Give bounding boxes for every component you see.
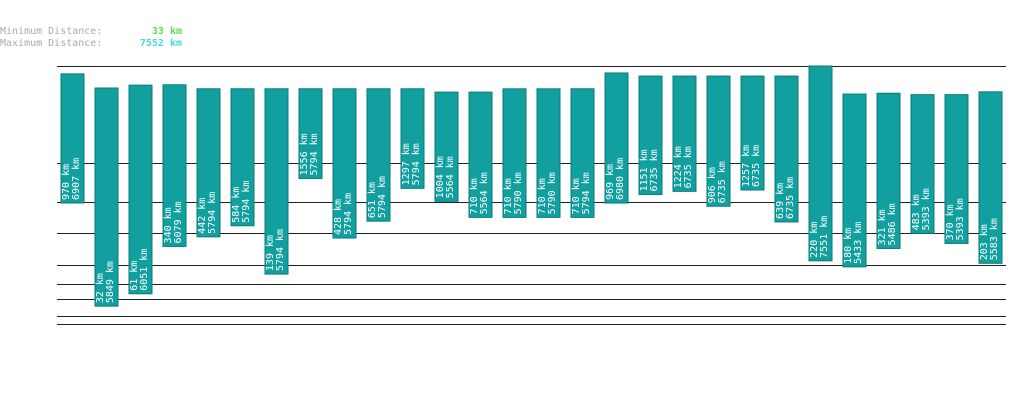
high-label: 5794 km: [377, 176, 388, 218]
bar: [876, 92, 901, 249]
low-label: 1224 km: [673, 146, 684, 188]
high-label: 5393 km: [921, 188, 932, 230]
bar: [468, 91, 493, 218]
bar: [264, 88, 289, 275]
bar: [978, 91, 1003, 264]
low-label: 710 km: [537, 178, 548, 214]
low-label: 1556 km: [299, 133, 310, 175]
high-label: 5794 km: [241, 181, 252, 223]
low-label: 61 km: [129, 261, 140, 291]
high-label: 5486 km: [887, 203, 898, 245]
bar: [502, 88, 527, 218]
low-label: 1257 km: [741, 145, 752, 187]
high-label: 6735 km: [785, 177, 796, 219]
low-label: 1151 km: [639, 149, 650, 191]
low-label: 483 km: [911, 194, 922, 230]
bar: [638, 75, 663, 196]
high-label: 5794 km: [309, 133, 320, 175]
bar: [366, 88, 391, 222]
bar: [434, 91, 459, 202]
low-label: 180 km: [843, 228, 854, 264]
low-label: 710 km: [571, 178, 582, 214]
high-label: 6051 km: [139, 249, 150, 291]
high-label: 5564 km: [479, 172, 490, 214]
low-label: 639 km: [775, 183, 786, 219]
bar: [332, 88, 357, 239]
bar: [706, 75, 731, 207]
high-label: 7551 km: [819, 216, 830, 258]
bar: [400, 88, 425, 189]
low-label: 710 km: [469, 178, 480, 214]
high-label: 5564 km: [445, 156, 456, 198]
high-label: 5794 km: [343, 193, 354, 235]
bar: [94, 87, 119, 307]
bar: [808, 65, 833, 262]
bar: [536, 88, 561, 218]
low-label: 370 km: [945, 204, 956, 240]
low-label: 970 km: [61, 164, 72, 200]
high-label: 5794 km: [275, 229, 286, 271]
bar: [944, 94, 969, 244]
low-label: 220 km: [809, 222, 820, 258]
low-label: 321 km: [877, 209, 888, 245]
high-label: 6735 km: [751, 145, 762, 187]
bar: [298, 88, 323, 179]
low-label: 32 km: [95, 273, 106, 303]
high-label: 5433 km: [853, 222, 864, 264]
high-label: 5794 km: [411, 143, 422, 185]
high-label: 5790 km: [513, 172, 524, 214]
max-label: Maximum Distance:: [0, 38, 102, 49]
low-label: 584 km: [231, 187, 242, 223]
bar: [740, 75, 765, 191]
min-value: 33 km: [152, 26, 182, 37]
bar: [128, 84, 153, 295]
bar: [604, 72, 629, 204]
high-label: 6980 km: [615, 158, 626, 200]
low-label: 442 km: [197, 198, 208, 234]
low-label: 969 km: [605, 164, 616, 200]
bar: [774, 75, 799, 223]
low-label: 1297 km: [401, 143, 412, 185]
bar: [910, 94, 935, 234]
high-label: 5790 km: [547, 172, 558, 214]
low-label: 1004 km: [435, 156, 446, 198]
high-label: 5849 km: [105, 261, 116, 303]
high-label: 5794 km: [207, 192, 218, 234]
bar: [842, 93, 867, 268]
high-label: 6735 km: [649, 149, 660, 191]
bar: [196, 88, 221, 238]
low-label: 906 km: [707, 167, 718, 203]
min-label: Minimum Distance:: [0, 26, 102, 37]
bar: [570, 88, 595, 218]
low-label: 710 km: [503, 178, 514, 214]
low-label: 428 km: [333, 199, 344, 235]
high-label: 6907 km: [71, 158, 82, 200]
bar: [672, 75, 697, 192]
bar: [230, 88, 255, 227]
bar: [60, 73, 85, 204]
high-label: 5583 km: [989, 218, 1000, 260]
low-label: 651 km: [367, 182, 378, 218]
high-label: 5794 km: [581, 172, 592, 214]
low-label: 139 km: [265, 235, 276, 271]
high-label: 6735 km: [683, 146, 694, 188]
low-label: 203 km: [979, 224, 990, 260]
high-label: 6735 km: [717, 161, 728, 203]
low-label: 340 km: [163, 207, 174, 243]
max-value: 7552 km: [140, 38, 182, 49]
high-label: 6079 km: [173, 201, 184, 243]
bar: [162, 84, 187, 247]
high-label: 5393 km: [955, 198, 966, 240]
